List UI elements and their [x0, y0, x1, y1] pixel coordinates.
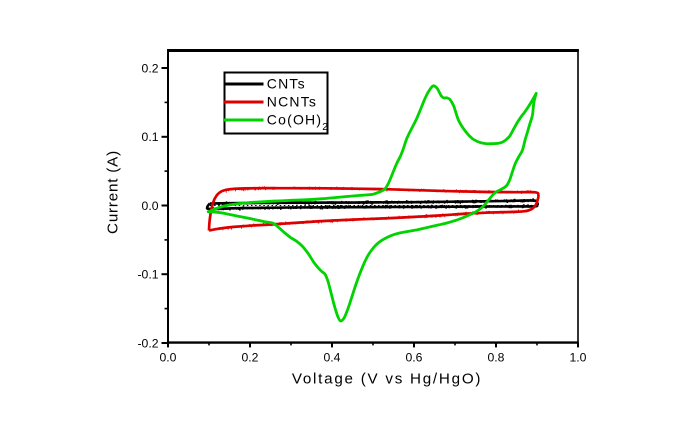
svg-text:0.2: 0.2 [142, 61, 159, 75]
svg-text:Voltage (V vs Hg/HgO): Voltage (V vs Hg/HgO) [292, 370, 482, 387]
svg-text:0.1: 0.1 [142, 130, 159, 144]
svg-text:0.0: 0.0 [160, 350, 177, 364]
svg-text:0.4: 0.4 [324, 350, 341, 364]
svg-text:0.0: 0.0 [142, 199, 159, 213]
svg-text:NCNTs: NCNTs [267, 93, 317, 109]
svg-text:0.8: 0.8 [488, 350, 505, 364]
svg-text:0.2: 0.2 [242, 350, 259, 364]
svg-text:0.6: 0.6 [406, 350, 423, 364]
svg-text:1.0: 1.0 [570, 350, 587, 364]
svg-text:-0.1: -0.1 [137, 268, 158, 282]
svg-text:Current (A): Current (A) [105, 150, 122, 234]
svg-text:-0.2: -0.2 [137, 336, 158, 350]
svg-text:CNTs: CNTs [267, 75, 306, 91]
